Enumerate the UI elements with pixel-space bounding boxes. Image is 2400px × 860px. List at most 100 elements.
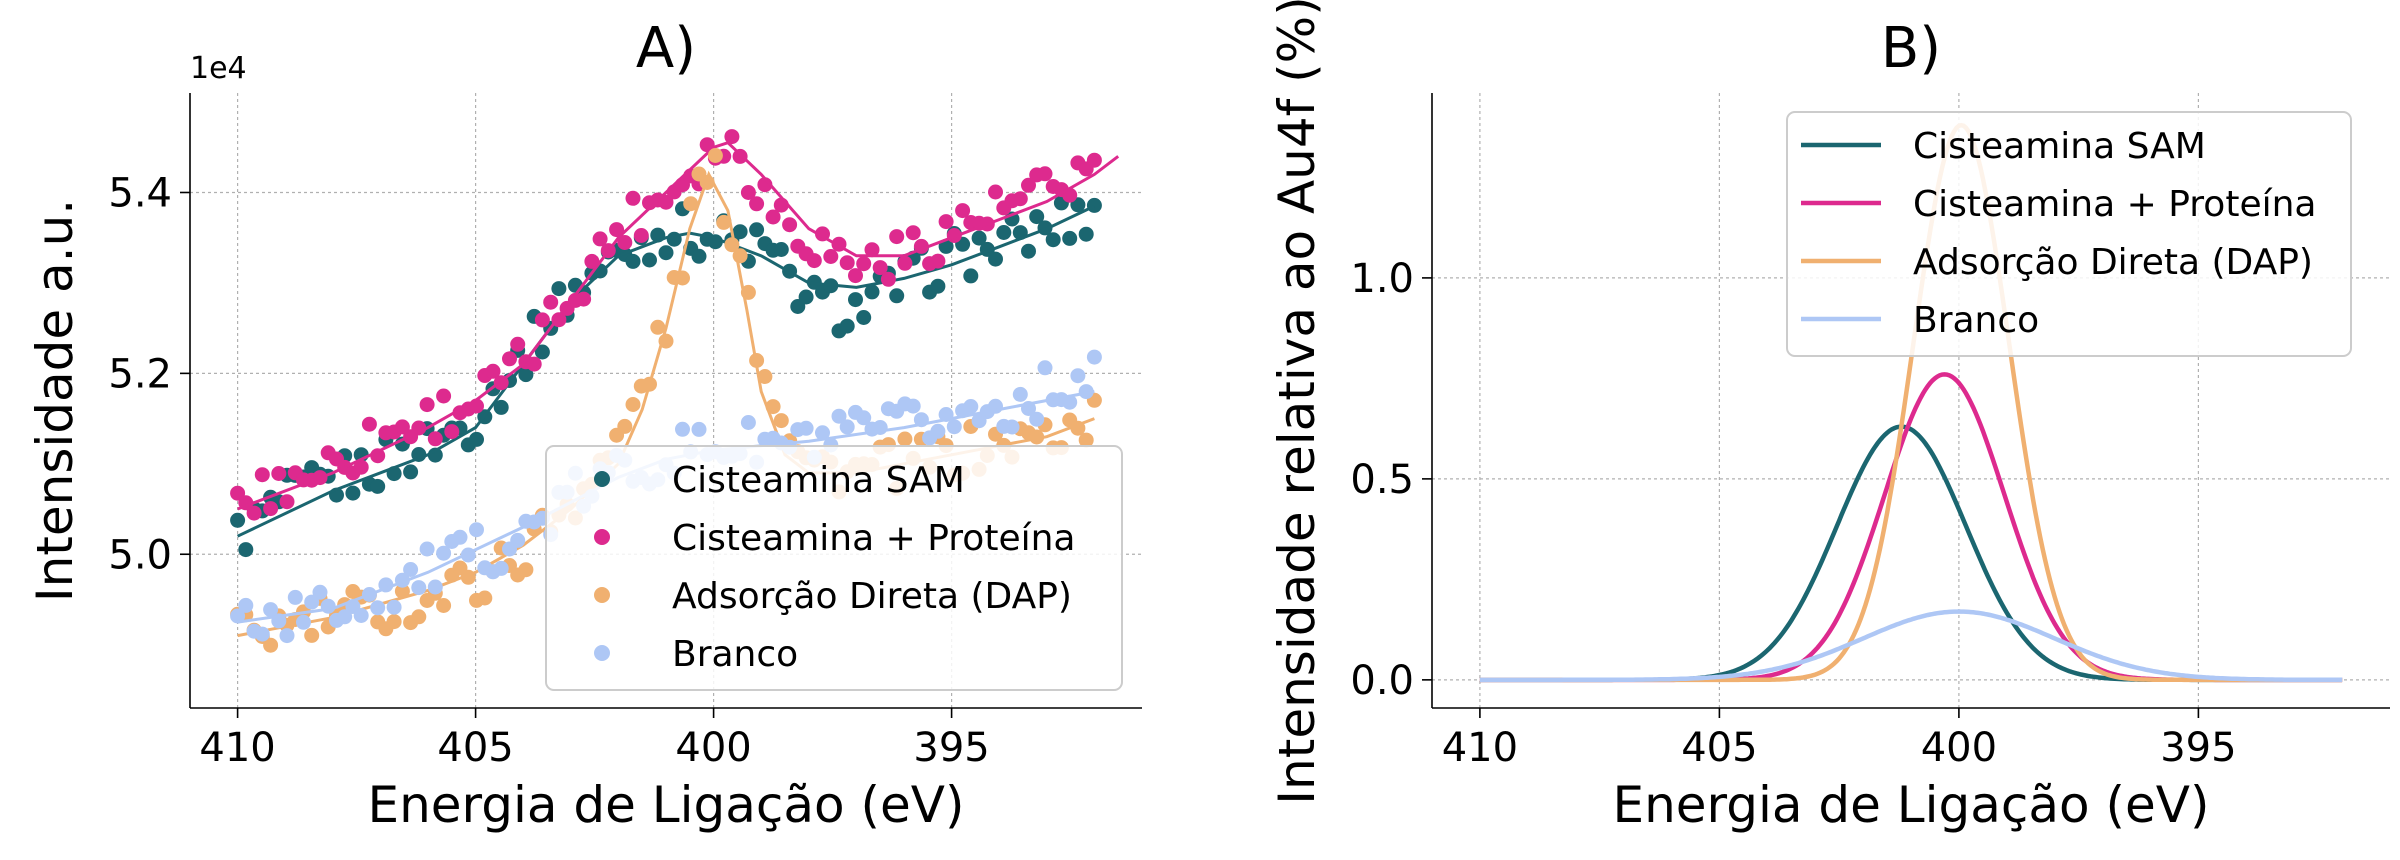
- legend-label: Adsorção Direta (DAP): [1913, 242, 2313, 283]
- x-axis-label: Energia de Ligação (eV): [368, 776, 965, 834]
- y-tick-label: 1.0: [1350, 256, 1414, 302]
- data-point: [740, 185, 756, 200]
- data-point: [831, 408, 847, 424]
- data-point: [988, 184, 1003, 200]
- data-point: [864, 242, 880, 258]
- data-point: [724, 129, 740, 145]
- legend-label: Branco: [672, 634, 798, 675]
- data-point: [469, 431, 484, 447]
- data-point: [452, 529, 468, 545]
- data-point: [493, 560, 509, 576]
- data-point: [740, 415, 756, 430]
- data-point: [650, 319, 666, 335]
- data-point: [312, 584, 328, 600]
- data-point: [839, 255, 855, 271]
- legend-marker: [594, 645, 610, 661]
- x-tick-label: 405: [437, 725, 513, 771]
- legend-label: Cisteamina SAM: [672, 460, 965, 501]
- legend: Cisteamina SAM Cisteamina + Proteína Adsor…: [545, 445, 1123, 691]
- data-point: [518, 562, 534, 578]
- data-point: [963, 268, 979, 284]
- data-point: [889, 229, 905, 245]
- data-point: [263, 637, 279, 653]
- data-point: [658, 194, 674, 210]
- y-tick-label: 0.0: [1350, 658, 1414, 704]
- legend: Cisteamina SAM Cisteamina + Proteína Adsor…: [1786, 111, 2352, 357]
- data-point: [361, 416, 377, 432]
- data-point: [304, 627, 320, 643]
- data-point: [815, 425, 830, 441]
- y-tick-label: 0.5: [1350, 457, 1414, 503]
- data-point: [510, 336, 526, 352]
- data-point: [493, 399, 509, 415]
- data-point: [287, 589, 303, 605]
- y-axis-label: Intensidade a.u.: [26, 199, 84, 602]
- data-point: [856, 310, 872, 325]
- data-point: [477, 590, 493, 606]
- data-point: [419, 397, 435, 413]
- data-point: [436, 388, 452, 404]
- data-point: [230, 512, 246, 528]
- y-axis-label: Intensidade relativa ao Au4f (%): [1268, 0, 1326, 805]
- data-point: [485, 363, 501, 379]
- data-point: [1062, 394, 1078, 410]
- data-point: [691, 421, 707, 437]
- data-point: [584, 253, 600, 269]
- data-point: [1021, 243, 1036, 259]
- series-line-3: [1479, 609, 2343, 683]
- data-point: [238, 542, 254, 558]
- data-point: [839, 419, 855, 435]
- legend-box: [545, 445, 1123, 691]
- data-point: [625, 253, 641, 269]
- data-point: [749, 196, 765, 212]
- panel-a: 410 405 400 395 5.0 5.2 5.4 1e4 A) Energia de Lig…: [26, 16, 1142, 834]
- x-tick-label: 410: [1442, 725, 1518, 771]
- data-point: [848, 268, 863, 284]
- y-tick-label: 5.0: [108, 532, 172, 578]
- data-point: [675, 421, 690, 437]
- legend-box: [1786, 111, 2352, 357]
- data-point: [370, 478, 386, 494]
- x-axis-label: Energia de Ligação (eV): [1613, 776, 2210, 834]
- x-tick-label: 395: [913, 725, 989, 771]
- data-point: [518, 367, 534, 383]
- data-point: [370, 600, 386, 616]
- y-tick-label: 5.4: [108, 170, 172, 216]
- data-point: [337, 609, 353, 625]
- x-tick-label: 395: [2160, 725, 2236, 771]
- fit-line: [236, 204, 1096, 538]
- data-point: [353, 459, 369, 475]
- data-point: [749, 222, 765, 238]
- data-point: [320, 598, 336, 614]
- data-point: [782, 217, 798, 233]
- legend-marker: [594, 471, 610, 487]
- data-point: [279, 628, 295, 644]
- data-point: [526, 356, 542, 372]
- data-point: [263, 501, 279, 517]
- data-point: [716, 214, 732, 230]
- data-point: [254, 626, 270, 642]
- data-point: [625, 190, 641, 206]
- data-point: [658, 245, 674, 261]
- data-point: [403, 464, 419, 480]
- data-point: [773, 413, 789, 429]
- data-point: [1078, 432, 1094, 448]
- data-point: [386, 614, 402, 630]
- data-point: [963, 399, 979, 414]
- data-point: [1078, 226, 1094, 242]
- axis-offset-text: 1e4: [190, 51, 247, 86]
- data-point: [419, 541, 435, 557]
- data-point: [345, 485, 361, 501]
- data-point: [304, 594, 320, 610]
- data-point: [534, 312, 550, 328]
- data-point: [246, 505, 262, 521]
- data-point: [436, 545, 452, 561]
- data-point: [930, 423, 946, 439]
- data-point: [625, 397, 641, 412]
- data-point: [279, 494, 295, 510]
- data-point: [1021, 177, 1036, 193]
- legend-label: Cisteamina SAM: [1913, 126, 2206, 167]
- data-point: [543, 294, 559, 310]
- data-point: [856, 256, 872, 272]
- data-point: [534, 344, 550, 360]
